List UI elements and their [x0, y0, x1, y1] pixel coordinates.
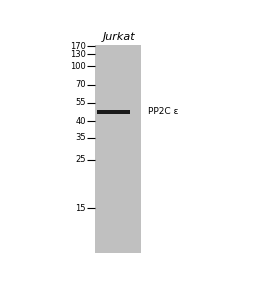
Text: 40: 40 [75, 117, 86, 126]
Text: 170: 170 [70, 42, 86, 51]
Text: Jurkat: Jurkat [103, 32, 135, 42]
Text: PP2C ε: PP2C ε [148, 107, 178, 116]
Bar [97, 110, 130, 114]
Text: 35: 35 [75, 133, 86, 142]
Text: 25: 25 [75, 155, 86, 164]
Text: 130: 130 [70, 50, 86, 59]
Bar [95, 45, 142, 253]
Text: 55: 55 [75, 98, 86, 107]
Text: 15: 15 [75, 204, 86, 213]
Text: 100: 100 [70, 61, 86, 70]
Text: 70: 70 [75, 80, 86, 89]
